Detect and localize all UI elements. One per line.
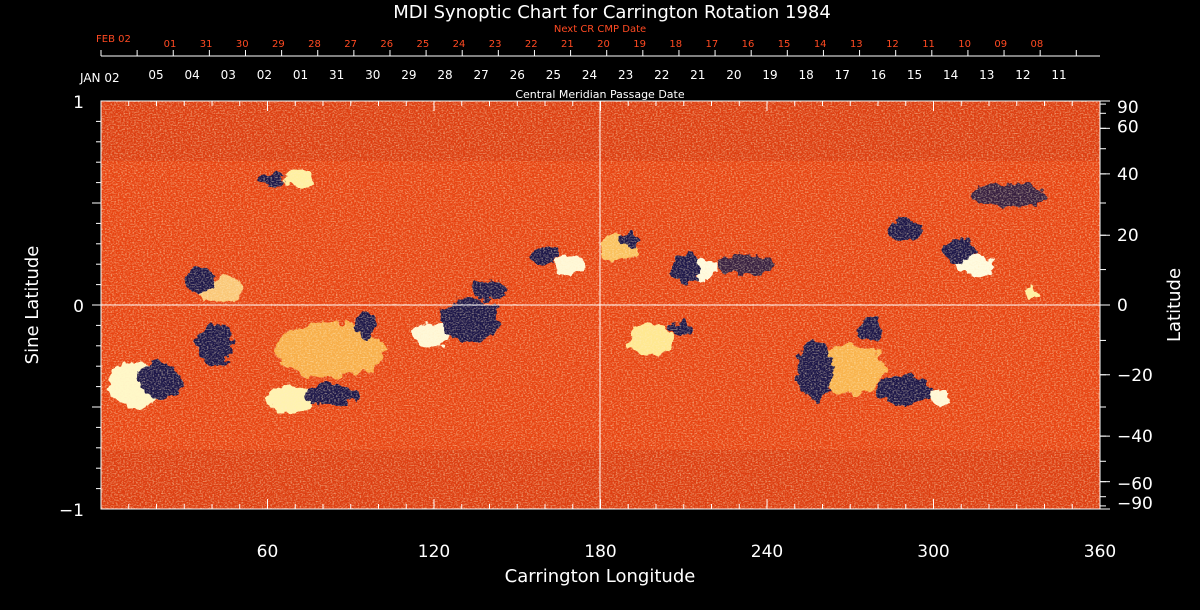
next-cr-date-label: 13 [850,39,863,50]
cmp-start-label: JAN 02 [79,71,120,85]
chart-title: MDI Synoptic Chart for Carrington Rotati… [393,2,831,23]
next-cr-date-label: 27 [344,39,357,50]
next-cr-date-label: 20 [597,39,610,50]
x-tick-label: 360 [1084,542,1116,562]
cmp-date-label: 15 [907,68,922,82]
next-cr-date-label: 23 [489,39,502,50]
y-right-tick-label: −40 [1117,427,1153,447]
y-right-tick-label: −60 [1117,475,1153,495]
x-tick-label: 120 [418,542,450,562]
x-tick-label: 60 [257,542,279,562]
cmp-date-label: 03 [221,68,236,82]
cmp-date-label: 26 [510,68,525,82]
next-cr-date-label: 15 [778,39,791,50]
next-cr-date-label: 17 [705,39,718,50]
next-cr-date-label: 01 [164,39,177,50]
y-left-tick-label: 0 [73,297,84,317]
y-left-axis: 1 0 −1 [59,93,101,521]
cmp-date-label: 11 [1051,68,1066,82]
x-axis-label: Carrington Longitude [505,566,696,587]
y-left-tick-label: −1 [59,501,84,521]
next-cr-date-label: 31 [200,39,213,50]
next-cr-ticks [100,50,1077,56]
y-right-axis-label: Latitude [1164,268,1185,342]
next-cr-date-label: 22 [525,39,538,50]
cmp-axis-label: Central Meridian Passage Date [515,88,684,101]
next-cr-date-label: 30 [236,39,249,50]
cmp-date-label: 28 [437,68,452,82]
cmp-date-label: 21 [690,68,705,82]
cmp-date-label: 02 [257,68,272,82]
next-cr-date-label: 19 [633,39,646,50]
y-left-tick-label: 1 [73,93,84,113]
y-right-tick-label: 20 [1117,226,1139,246]
next-cr-axis-label: Next CR CMP Date [554,24,646,35]
next-cr-date-label: 11 [922,39,935,50]
next-cr-date-label: 10 [958,39,971,50]
cmp-date-label: 31 [329,68,344,82]
y-right-tick-label: 40 [1117,165,1139,185]
next-cr-date-label: 18 [669,39,682,50]
next-cr-date-label: 28 [308,39,321,50]
next-cr-date-label: 16 [742,39,755,50]
cmp-date-label: 25 [546,68,561,82]
next-cr-date-label: 26 [380,39,393,50]
next-cr-start-label: FEB 02 [96,34,131,45]
next-cr-date-label: 24 [453,39,466,50]
cmp-date-label: 16 [871,68,886,82]
cmp-date-label: 04 [184,68,199,82]
y-right-tick-label: 60 [1117,117,1139,137]
x-axis-tick-labels: 60 120 180 240 300 360 [257,542,1117,562]
cmp-date-tick-labels: 05 04 03 02 01 31 30 29 28 27 26 25 24 23 22 21 20 19 18 17… [148,68,1066,82]
y-right-tick-label: 90 [1117,98,1139,118]
x-tick-label: 180 [584,542,616,562]
x-tick-label: 300 [917,542,949,562]
next-cr-date-label: 29 [272,39,285,50]
next-cr-date-label: 08 [1031,39,1044,50]
cmp-date-label: 05 [148,68,163,82]
cmp-date-label: 24 [582,68,597,82]
next-cr-date-label: 09 [994,39,1007,50]
cmp-date-label: 19 [762,68,777,82]
cmp-date-label: 23 [618,68,633,82]
cmp-date-label: 17 [835,68,850,82]
x-axis-ticks [128,101,1073,509]
next-cr-tick-labels: 01 31 30 29 28 27 26 25 24 23 22 21 20 19 18 17 16 15 14 13… [164,39,1044,50]
y-right-tick-label: 0 [1117,296,1128,316]
cmp-date-label: 22 [654,68,669,82]
cmp-date-label: 29 [401,68,416,82]
y-right-tick-label: −20 [1117,366,1153,386]
cmp-date-label: 12 [1015,68,1030,82]
next-cr-date-label: 14 [814,39,827,50]
cmp-date-label: 30 [365,68,380,82]
cmp-date-label: 01 [293,68,308,82]
next-cr-date-label: 12 [886,39,899,50]
y-left-axis-label: Sine Latitude [22,246,43,365]
next-cr-date-label: 25 [416,39,429,50]
cmp-date-label: 18 [799,68,814,82]
y-right-tick-label: −90 [1117,494,1153,514]
next-cr-date-label: 21 [561,39,574,50]
x-tick-label: 240 [751,542,783,562]
cmp-date-label: 14 [943,68,958,82]
cmp-date-label: 27 [473,68,488,82]
cmp-date-label: 13 [979,68,994,82]
cmp-date-label: 20 [726,68,741,82]
